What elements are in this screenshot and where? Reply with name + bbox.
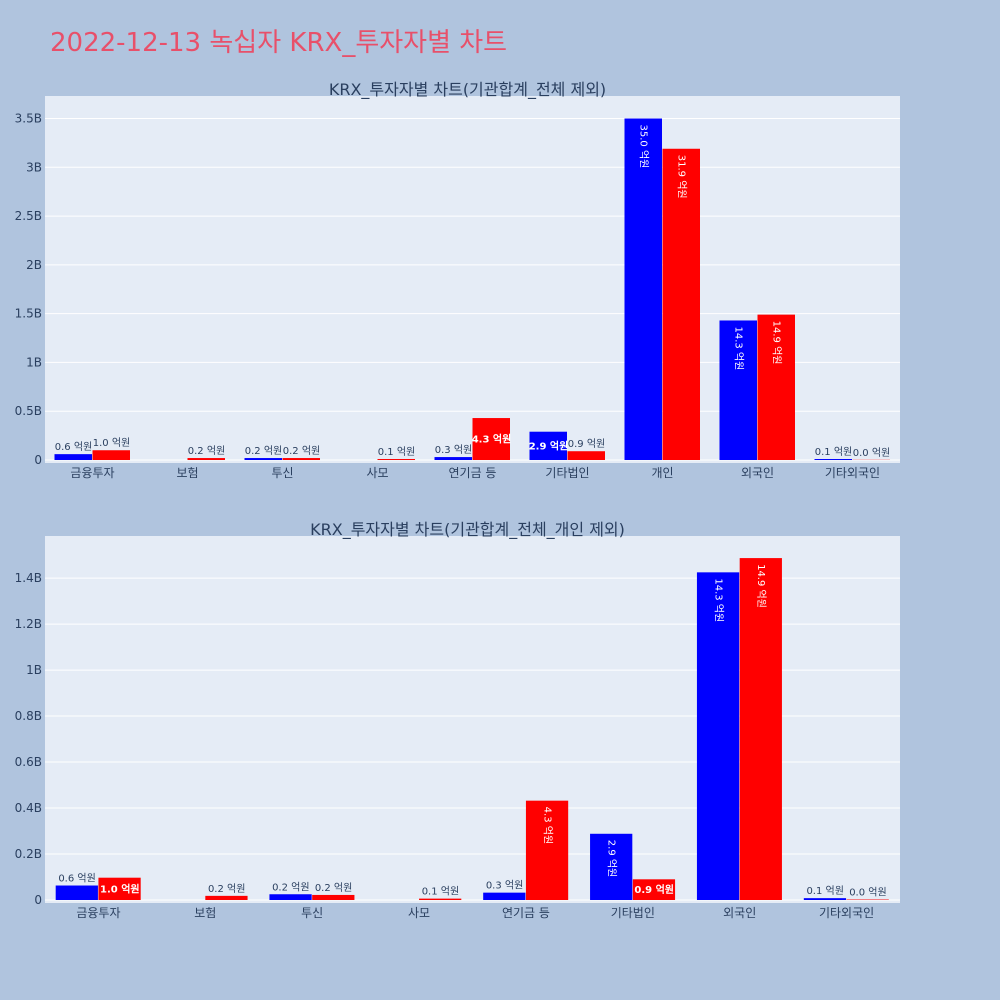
bar (55, 885, 98, 900)
x-tick-label: 사모 (366, 466, 388, 480)
x-tick-label: 금융투자 (76, 906, 120, 920)
y-tick-label: 0 (34, 453, 42, 467)
chart-title: KRX_투자자별 차트(기관합계_전체 제외) (329, 80, 606, 100)
bar-value-label: 31.9 억원 (676, 155, 688, 199)
x-tick-label: 금융투자 (70, 466, 114, 480)
x-tick-label: 보험 (194, 906, 216, 920)
bar-value-label: 14.9 억원 (755, 564, 767, 608)
bar-value-label: 4.3 억원 (541, 807, 553, 844)
bar (92, 450, 130, 460)
bar-value-label: 2.9 억원 (605, 840, 617, 877)
x-tick-label: 외국인 (723, 906, 756, 920)
x-tick-label: 외국인 (741, 466, 774, 480)
bar-value-label: 0.1 억원 (815, 446, 852, 458)
bar-value-label: 0.1 억원 (422, 886, 459, 898)
bar-value-label: 35.0 억원 (638, 125, 650, 169)
bar-value-label: 0.3 억원 (486, 880, 523, 892)
x-tick-label: 투신 (271, 466, 293, 480)
bar-value-label: 0.9 억원 (634, 883, 674, 896)
y-tick-label: 2B (26, 258, 42, 272)
bar (472, 418, 510, 460)
y-tick-label: 1.2B (15, 617, 42, 631)
bar (187, 458, 225, 460)
bar (803, 898, 847, 900)
bar-value-label: 0.6 억원 (58, 873, 95, 885)
bar (312, 894, 355, 900)
x-tick-label: 투신 (301, 906, 323, 920)
y-tick-label: 3.5B (15, 112, 42, 126)
x-tick-label: 연기금 등 (449, 466, 497, 480)
bar (282, 458, 320, 460)
bar-value-label: 4.3 억원 (472, 433, 512, 446)
bar (529, 431, 567, 460)
bar-value-label: 0.0 억원 (853, 447, 890, 459)
bar-value-label: 0.2 억원 (245, 445, 282, 457)
bar (205, 895, 248, 900)
y-tick-label: 0.2B (15, 847, 42, 861)
y-tick-label: 0.6B (15, 755, 42, 769)
y-tick-label: 0.5B (15, 404, 42, 418)
bar (567, 451, 605, 460)
chart-1: 0 0.5B 1B 1.5B 2B 2.5B 3B 3.5B KRX_투자자별 차트(기관합계_… (15, 80, 900, 480)
bar (483, 892, 526, 900)
bar-value-label: 0.0 억원 (849, 887, 886, 899)
bar (525, 800, 569, 900)
x-tick-label: 사모 (408, 906, 430, 920)
y-tick-label: 1B (26, 355, 42, 369)
bar (696, 572, 740, 900)
x-tick-label: 기타외국인 (825, 466, 880, 480)
bar (269, 894, 312, 900)
bar (377, 459, 415, 460)
y-tick-label: 0 (34, 893, 42, 907)
x-tick-label: 기타법인 (545, 466, 589, 480)
bar (419, 898, 462, 900)
chart-title: KRX_투자자별 차트(기관합계_전체_개인 제외) (310, 520, 625, 540)
y-tick-label: 1B (26, 663, 42, 677)
bar-value-label: 0.1 억원 (378, 446, 415, 458)
bar-value-label: 0.3 억원 (435, 444, 472, 456)
x-tick-label: 보험 (176, 466, 198, 480)
bar (244, 458, 282, 460)
bar (757, 314, 795, 460)
bar-value-label: 2.9 억원 (529, 439, 569, 452)
y-tick-label: 0.4B (15, 801, 42, 815)
bar (624, 118, 662, 460)
bar-value-label: 14.3 억원 (712, 578, 724, 622)
bar-value-label: 14.9 억원 (771, 321, 783, 365)
x-tick-label: 기타법인 (611, 906, 655, 920)
bar (434, 457, 472, 460)
bar (719, 320, 757, 460)
bar-value-label: 0.2 억원 (283, 445, 320, 457)
y-tick-label: 1.4B (15, 571, 42, 585)
bar (814, 459, 852, 460)
bar-value-label: 0.2 억원 (188, 445, 225, 457)
bar-value-label: 0.2 억원 (208, 883, 245, 895)
bar-value-label: 0.2 억원 (315, 882, 352, 894)
bar (54, 454, 92, 460)
bar-value-label: 1.0 억원 (93, 437, 130, 449)
bar (632, 879, 676, 900)
chart-2: 0 0.2B 0.4B 0.6B 0.8B 1B 1.2B 1.4B KRX_투자자별 차트(기… (15, 520, 900, 920)
x-tick-label: 연기금 등 (502, 906, 550, 920)
bar (739, 558, 782, 900)
x-tick-label: 개인 (651, 466, 673, 480)
bar-value-label: 0.6 억원 (55, 441, 92, 453)
bar (662, 148, 700, 460)
y-tick-label: 3B (26, 160, 42, 174)
y-tick-label: 1.5B (15, 307, 42, 321)
bar-value-label: 0.9 억원 (568, 438, 605, 450)
page-title: 2022-12-13 녹십자 KRX_투자자별 차트 (50, 28, 508, 58)
bar (590, 833, 633, 900)
bar-value-label: 0.1 억원 (806, 885, 843, 897)
y-tick-label: 0.8B (15, 709, 42, 723)
bar-value-label: 1.0 억원 (100, 882, 140, 895)
bar-value-label: 14.3 억원 (733, 326, 745, 370)
y-tick-label: 2.5B (15, 209, 42, 223)
bar (98, 877, 141, 900)
x-tick-label: 기타외국인 (819, 906, 874, 920)
bar-value-label: 0.2 억원 (272, 881, 309, 893)
